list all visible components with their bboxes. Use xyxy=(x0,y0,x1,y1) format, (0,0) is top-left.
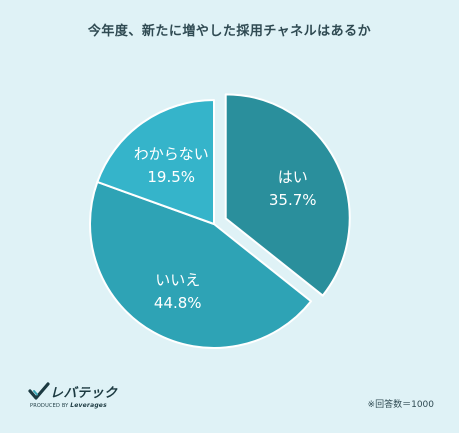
logo-name: レバテック xyxy=(50,386,118,401)
slice-value-label-0: 35.7% xyxy=(269,191,317,209)
logo-tagline-brand: Leverages xyxy=(70,402,107,409)
pie-slice-0 xyxy=(224,93,351,297)
brand-logo: レバテック PRODUCED BY Leverages xyxy=(28,382,138,412)
chart-title: 今年度、新たに増やした採用チャネルはあるか xyxy=(87,24,372,39)
pie-slice-1 xyxy=(89,180,313,349)
logo-tagline: PRODUCED BY Leverages xyxy=(30,402,107,409)
slice-value-label-1: 44.8% xyxy=(154,294,202,312)
logo-tagline-prefix: PRODUCED BY xyxy=(30,403,69,409)
pie-slices xyxy=(89,93,351,349)
pie-labels: はい 35.7% いいえ 44.8% わからない 19.5% xyxy=(134,145,317,312)
slice-name-label-0: はい xyxy=(278,168,308,186)
respondent-count-note: ※回答数＝1000 xyxy=(367,400,434,410)
slice-name-label-2: わからない xyxy=(134,145,209,163)
slice-name-label-1: いいえ xyxy=(155,271,200,289)
pie-slice-2 xyxy=(96,99,215,225)
checkmark-logo-icon xyxy=(28,382,50,400)
slice-value-label-2: 19.5% xyxy=(147,168,195,186)
